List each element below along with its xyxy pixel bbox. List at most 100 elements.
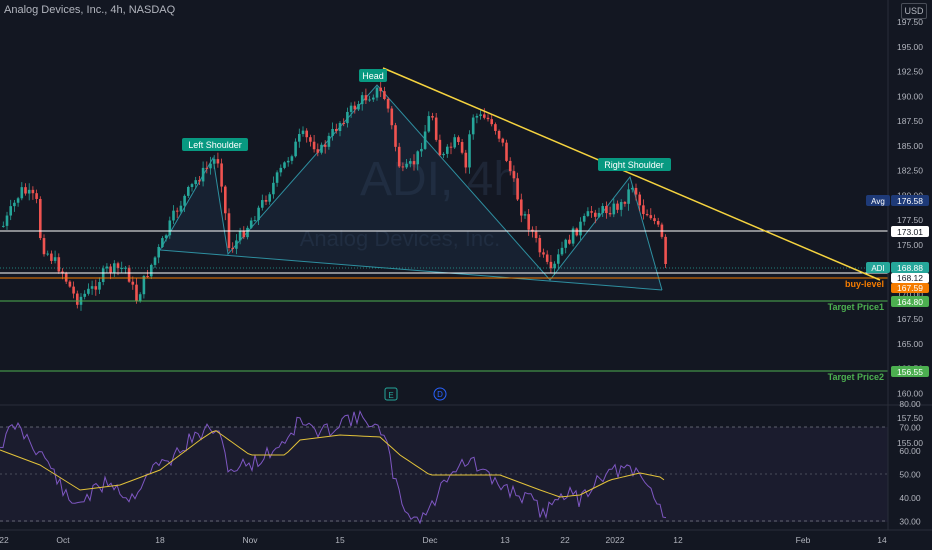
candle-body — [131, 281, 135, 285]
candle-body — [505, 142, 508, 161]
pattern-shading — [160, 85, 662, 290]
candle-body — [386, 98, 390, 109]
candle-body — [72, 286, 75, 294]
candle-body — [427, 116, 431, 132]
candle-body — [538, 238, 542, 253]
candle-body — [401, 166, 405, 168]
candle-body — [468, 134, 471, 168]
candle-body — [582, 215, 586, 222]
rsi-tick: 30.00 — [899, 517, 921, 527]
candle-body — [249, 220, 253, 228]
candle-body — [638, 194, 641, 206]
candle-body — [431, 116, 434, 118]
svg-text:168.88: 168.88 — [897, 263, 923, 273]
candle-body — [664, 236, 667, 265]
candle-body — [194, 180, 197, 185]
candle-body — [394, 125, 397, 147]
candle-body — [338, 122, 342, 131]
price-tick: 192.50 — [897, 67, 923, 77]
candle-body — [39, 198, 42, 239]
candle-body — [553, 263, 556, 269]
candle-body — [605, 206, 608, 214]
candle-body — [235, 240, 238, 249]
watermark-symbol: ADI, 4h — [360, 153, 520, 206]
candle-body — [116, 263, 120, 269]
price-tick: 182.50 — [897, 166, 923, 176]
candle-body — [153, 257, 157, 265]
candle-body — [109, 266, 112, 273]
candle-body — [405, 163, 408, 168]
candle-body — [631, 187, 634, 190]
buy-level-badge: 167.59 — [891, 283, 929, 293]
earnings-marker[interactable]: E — [384, 387, 398, 401]
candle-body — [179, 205, 183, 212]
trendline[interactable] — [382, 67, 881, 281]
level-173-badge: 173.01 — [891, 226, 929, 237]
rsi-ma-line — [0, 430, 665, 498]
candle-body — [53, 257, 57, 261]
candle-body — [172, 210, 175, 221]
candle-body — [423, 131, 427, 149]
label-right-shoulder: Right Shoulder — [598, 158, 671, 171]
candle-body — [520, 199, 523, 216]
time-tick: Feb — [796, 535, 811, 545]
time-axis[interactable]: 22 Oct 18 Nov 15 Dec 13 22 2022 12 Feb 14 — [0, 535, 887, 545]
pattern-outline — [159, 84, 663, 291]
candle-body — [327, 135, 331, 147]
svg-text:E: E — [388, 391, 393, 400]
candle-body — [68, 281, 72, 287]
candle-body — [549, 261, 553, 269]
candle-body — [150, 264, 153, 277]
time-tick: 13 — [500, 535, 510, 545]
candle-body — [135, 284, 138, 302]
candle-body — [360, 95, 364, 105]
candle-body — [523, 214, 527, 216]
candle-body — [127, 267, 131, 282]
candle-body — [557, 254, 560, 264]
candle-body — [434, 117, 438, 140]
candle-body — [453, 137, 456, 148]
candle-body — [527, 214, 530, 230]
candle-body — [590, 211, 593, 213]
candle-body — [446, 146, 449, 154]
time-tick: 22 — [0, 535, 9, 545]
candle-body — [257, 207, 260, 221]
candle-body — [616, 203, 619, 210]
svg-text:Avg: Avg — [871, 197, 885, 206]
label-left-shoulder: Left Shoulder — [182, 138, 248, 151]
candle-body — [379, 87, 382, 92]
candle-body — [375, 87, 379, 98]
candle-body — [534, 231, 538, 239]
rsi-axis[interactable]: 80.00 70.00 60.00 50.00 40.00 30.00 — [899, 399, 921, 527]
candle-body — [634, 187, 638, 195]
candle-body — [2, 225, 5, 227]
candle-body — [201, 167, 205, 182]
candle-body — [560, 247, 564, 255]
candle-body — [323, 144, 327, 147]
candle-body — [146, 275, 149, 277]
candle-body — [586, 211, 590, 216]
candle-body — [312, 141, 316, 150]
candle-body — [261, 200, 264, 208]
candles-group — [2, 80, 667, 311]
candle-body — [24, 187, 27, 194]
candle-body — [349, 105, 353, 112]
candle-body — [142, 275, 146, 295]
level-168-badge: 168.12 — [891, 273, 929, 283]
dividend-marker[interactable]: D — [433, 387, 447, 401]
currency-button[interactable]: USD — [901, 3, 927, 19]
price-tick: 185.00 — [897, 141, 923, 151]
candle-body — [183, 195, 186, 206]
candle-body — [597, 212, 601, 217]
candle-body — [164, 235, 168, 239]
candle-body — [283, 162, 286, 168]
candle-body — [416, 151, 419, 165]
svg-text:ADI: ADI — [871, 264, 884, 273]
target1-text: Target Price1 — [828, 302, 884, 312]
right-shoulder-text: Right Shoulder — [604, 160, 664, 170]
candle-body — [253, 220, 257, 222]
candle-body — [16, 198, 20, 203]
candle-body — [490, 119, 493, 125]
candle-body — [205, 167, 209, 169]
